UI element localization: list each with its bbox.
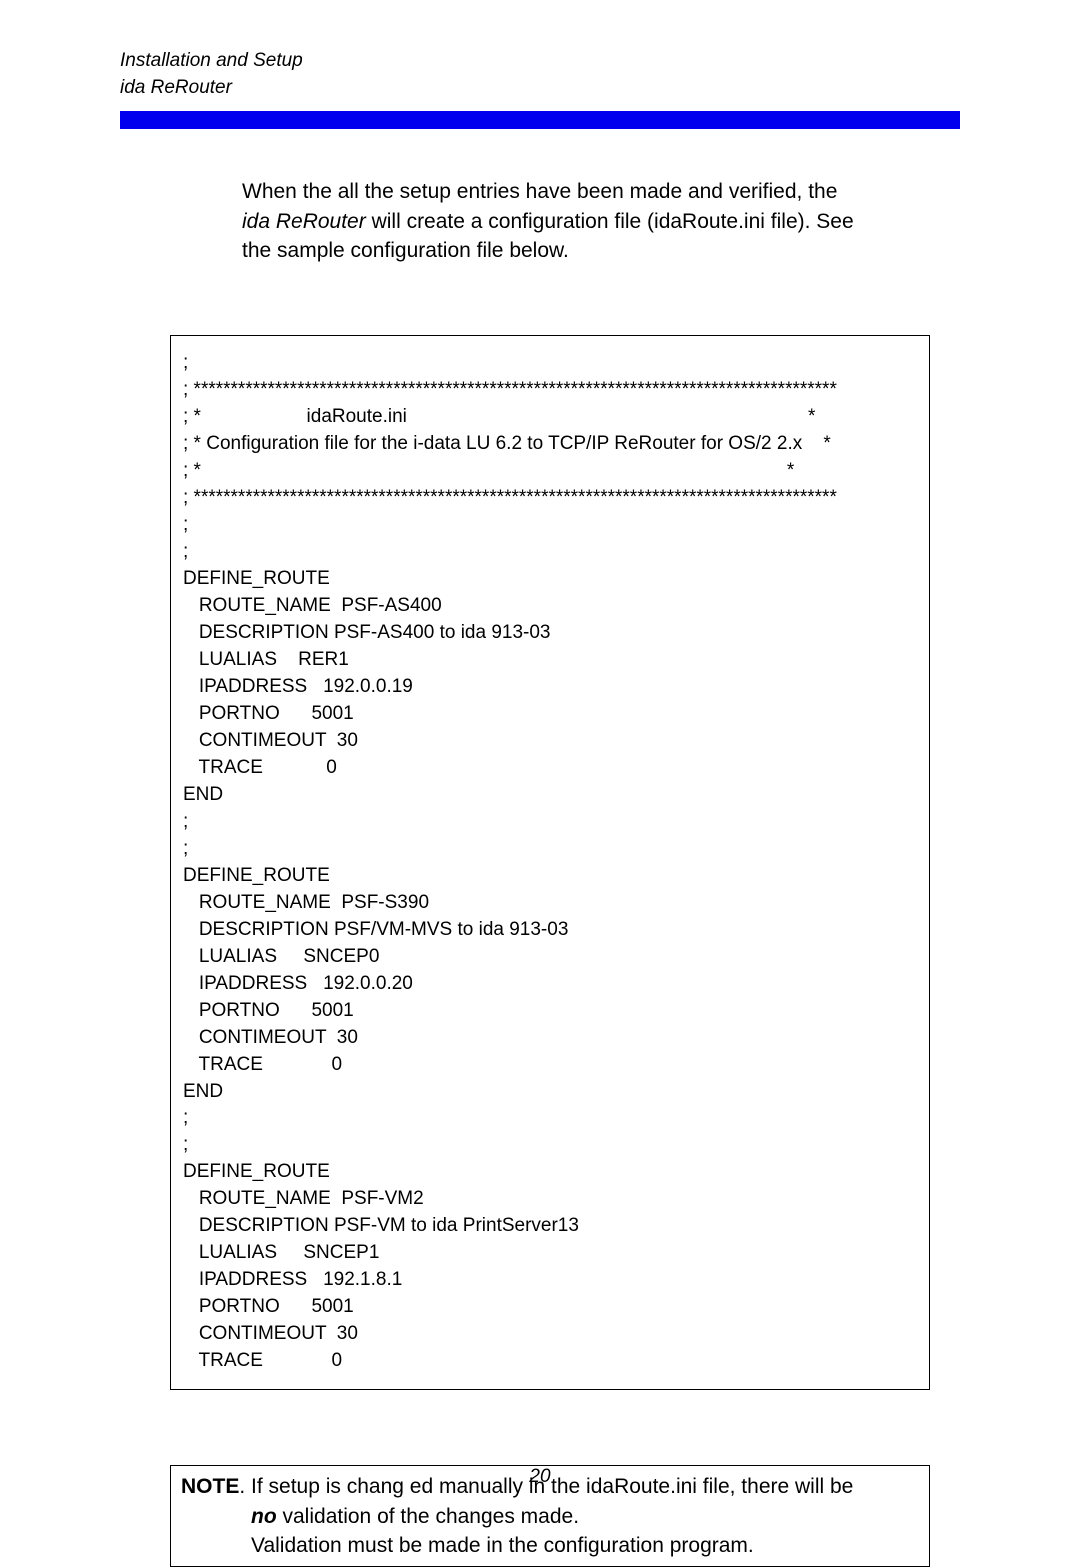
- cfg-semicolon-6: ;: [183, 1134, 188, 1155]
- cfg-r0-define: DEFINE_ROUTE: [183, 568, 330, 589]
- cfg-r1-name: ROUTE_NAME PSF-S390: [183, 892, 429, 913]
- cfg-r2-lualias: LUALIAS SNCEP1: [183, 1242, 379, 1263]
- cfg-r2-desc: DESCRIPTION PSF-VM to ida PrintServer13: [183, 1215, 579, 1236]
- cfg-r1-end: END: [183, 1081, 223, 1102]
- cfg-r0-port: PORTNO 5001: [183, 703, 354, 724]
- intro-text-before: When the all the setup entries have been…: [242, 180, 837, 203]
- cfg-r2-define: DEFINE_ROUTE: [183, 1161, 330, 1182]
- cfg-r1-desc: DESCRIPTION PSF/VM-MVS to ida 913-03: [183, 919, 568, 940]
- cfg-r1-trace: TRACE 0: [183, 1054, 342, 1075]
- cfg-r0-end: END: [183, 784, 223, 805]
- intro-text-italic: ida ReRouter: [242, 210, 366, 233]
- cfg-r2-trace: TRACE 0: [183, 1350, 342, 1371]
- cfg-r0-lualias: LUALIAS RER1: [183, 649, 349, 670]
- cfg-r0-trace: TRACE 0: [183, 757, 337, 778]
- cfg-semicolon-2: ;: [183, 541, 188, 562]
- cfg-semicolon-3: ;: [183, 811, 188, 832]
- cfg-r0-timeout: CONTIMEOUT 30: [183, 730, 358, 751]
- note-line3: Validation must be made in the configura…: [181, 1531, 919, 1560]
- cfg-star-blank: ; * *: [183, 460, 794, 481]
- cfg-r1-define: DEFINE_ROUTE: [183, 865, 330, 886]
- page-number: 20: [0, 1466, 1080, 1488]
- cfg-r1-port: PORTNO 5001: [183, 1000, 354, 1021]
- cfg-r1-ip: IPADDRESS 192.0.0.20: [183, 973, 413, 994]
- note-line2: no validation of the changes made.: [181, 1502, 919, 1531]
- header-divider-bar: [120, 111, 960, 129]
- header-line2: ida ReRouter: [120, 75, 960, 102]
- intro-paragraph: When the all the setup entries have been…: [242, 177, 860, 265]
- header-line1: Installation and Setup: [120, 48, 960, 75]
- note-indent: [181, 1505, 251, 1528]
- cfg-r1-lualias: LUALIAS SNCEP0: [183, 946, 379, 967]
- config-file-box: ; ; ************************************…: [170, 335, 930, 1390]
- cfg-semicolon-4: ;: [183, 838, 188, 859]
- cfg-r0-ip: IPADDRESS 192.0.0.19: [183, 676, 413, 697]
- cfg-semicolon-5: ;: [183, 1107, 188, 1128]
- cfg-r2-port: PORTNO 5001: [183, 1296, 354, 1317]
- cfg-title: ; * idaRoute.ini *: [183, 406, 815, 427]
- cfg-r0-desc: DESCRIPTION PSF-AS400 to ida 913-03: [183, 622, 551, 643]
- note-no: no: [251, 1505, 277, 1528]
- cfg-stars-1: ; **************************************…: [183, 379, 837, 400]
- note-after-no: validation of the changes made.: [277, 1505, 579, 1528]
- cfg-r2-timeout: CONTIMEOUT 30: [183, 1323, 358, 1344]
- cfg-stars-2: ; **************************************…: [183, 487, 837, 508]
- cfg-r2-name: ROUTE_NAME PSF-VM2: [183, 1188, 424, 1209]
- page-header: Installation and Setup ida ReRouter: [120, 48, 960, 101]
- cfg-r1-timeout: CONTIMEOUT 30: [183, 1027, 358, 1048]
- cfg-desc: ; * Configuration file for the i-data LU…: [183, 433, 831, 454]
- cfg-r0-name: ROUTE_NAME PSF-AS400: [183, 595, 442, 616]
- cfg-r2-ip: IPADDRESS 192.1.8.1: [183, 1269, 402, 1290]
- cfg-semicolon-1: ;: [183, 514, 188, 535]
- cfg-semicolon-0: ;: [183, 352, 188, 373]
